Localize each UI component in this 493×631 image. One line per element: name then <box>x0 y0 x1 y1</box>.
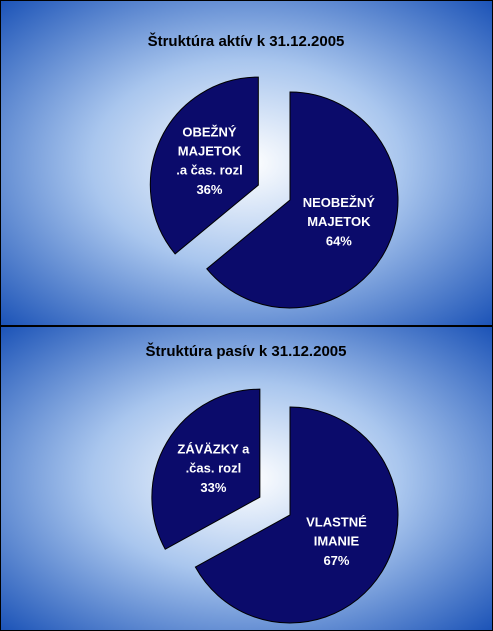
label-line: VLASTNÉ <box>306 515 367 530</box>
label-line: .čas. rozl <box>186 461 242 476</box>
slice-label: NEOBEŽNÝ MAJETOK <box>303 195 376 229</box>
pie-slice <box>206 91 399 309</box>
pie-slice <box>194 406 399 624</box>
label-line: ZÁVÄZKY a <box>177 442 250 457</box>
pie-slice <box>151 388 261 550</box>
label-line: IMANIE <box>314 534 360 549</box>
value-label: 36% <box>196 182 222 197</box>
pie-slice <box>149 76 259 255</box>
value-label: 64% <box>326 233 352 248</box>
label-line: OBEŽNÝ <box>182 125 237 140</box>
label-line: MAJETOK <box>307 214 371 229</box>
slice-label: ZÁVÄZKY a .čas. rozl <box>177 442 250 476</box>
label-line: NEOBEŽNÝ <box>303 195 376 210</box>
slice-label: OBEŽNÝ MAJETOK .a čas. rozl <box>176 125 242 178</box>
value-label: 33% <box>200 480 226 495</box>
chart-title: Štruktúra pasív k 31.12.2005 <box>146 342 347 360</box>
value-label: 67% <box>323 553 349 568</box>
label-line: .a čas. rozl <box>176 163 242 178</box>
chart-title: Štruktúra aktív k 31.12.2005 <box>148 32 345 50</box>
label-line: MAJETOK <box>178 144 242 159</box>
slice-label: VLASTNÉ IMANIE <box>306 515 367 549</box>
